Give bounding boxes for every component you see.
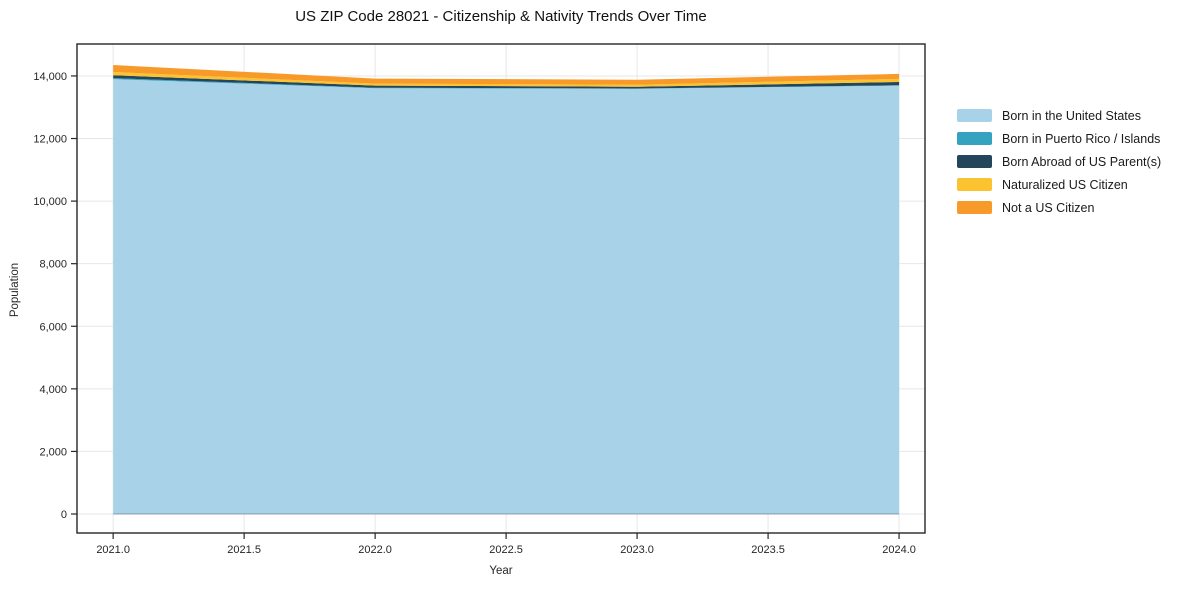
legend-swatch-icon [957, 109, 992, 122]
y-tick-label: 6,000 [39, 321, 67, 333]
legend-swatch-icon [957, 155, 992, 168]
legend-item-4: Not a US Citizen [957, 196, 1161, 219]
area-series-3 [113, 72, 900, 87]
chart-title: US ZIP Code 28021 - Citizenship & Nativi… [295, 8, 707, 25]
legend-item-0: Born in the United States [957, 104, 1161, 127]
legend-swatch-icon [957, 178, 992, 191]
area-series-2 [113, 75, 900, 89]
y-ticks: 0 2,000 4,000 6,000 8,000 10,000 12,000 14,000 [33, 71, 77, 521]
x-tick-label: 2023.5 [751, 544, 785, 556]
y-tick-label: 10,000 [33, 196, 67, 208]
legend: Born in the United States Born in Puerto … [957, 104, 1161, 219]
y-tick-label: 0 [61, 509, 67, 521]
x-tick-label: 2021.0 [96, 544, 130, 556]
y-tick-label: 12,000 [33, 134, 67, 146]
legend-label: Born Abroad of US Parent(s) [1002, 154, 1162, 169]
legend-label: Naturalized US Citizen [1002, 177, 1128, 192]
legend-item-1: Born in Puerto Rico / Islands [957, 127, 1161, 150]
y-tick-label: 2,000 [39, 446, 67, 458]
area-series-0 [113, 79, 900, 514]
plot-border [76, 43, 926, 534]
x-tick-label: 2024.0 [882, 544, 916, 556]
legend-label: Born in the United States [1002, 108, 1141, 123]
y-tick-label: 4,000 [39, 384, 67, 396]
y-tick-label: 14,000 [33, 71, 67, 83]
x-tick-label: 2022.5 [489, 544, 523, 556]
x-axis-label: Year [489, 565, 513, 577]
legend-label: Born in Puerto Rico / Islands [1002, 131, 1161, 146]
legend-item-2: Born Abroad of US Parent(s) [957, 150, 1161, 173]
legend-swatch-icon [957, 201, 992, 214]
legend-swatch-icon [957, 132, 992, 145]
x-ticks: 2021.0 2021.5 2022.0 2022.5 2023.0 2023.5 2024… [96, 533, 916, 556]
y-tick-label: 8,000 [39, 259, 67, 271]
legend-item-3: Naturalized US Citizen [957, 173, 1161, 196]
x-tick-label: 2022.0 [358, 544, 392, 556]
legend-label: Not a US Citizen [1002, 200, 1095, 215]
area-series-4 [113, 65, 900, 85]
x-tick-label: 2023.0 [620, 544, 654, 556]
x-tick-label: 2021.5 [227, 544, 261, 556]
